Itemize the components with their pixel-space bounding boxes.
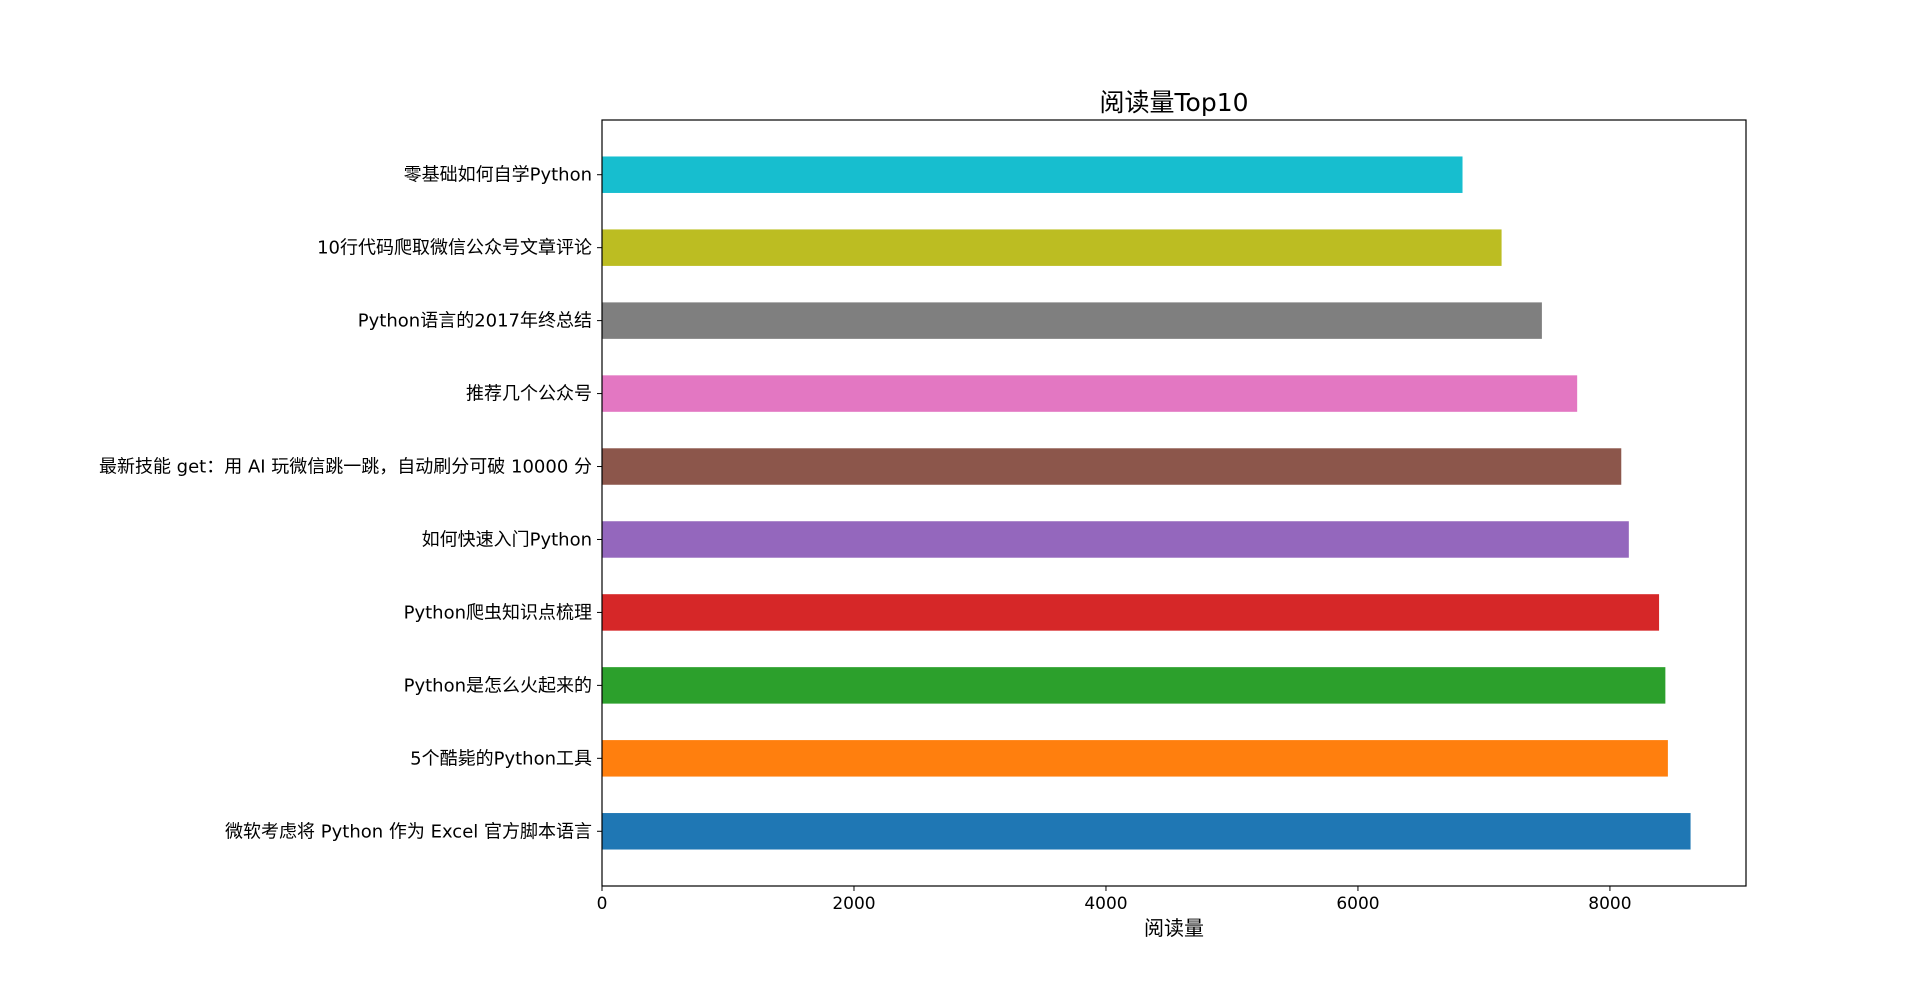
category-label-6: 推荐几个公众号	[466, 384, 592, 405]
x-tick-label-0: 0	[597, 894, 608, 914]
x-axis-ticks: 0 2000 4000 6000 8000	[597, 886, 1632, 914]
chart-title: 阅读量Top10	[1100, 88, 1249, 117]
bars-layer	[602, 156, 1691, 850]
bar-8	[602, 229, 1502, 266]
category-label-8: 10行代码爬取微信公众号文章评论	[317, 238, 592, 259]
bar-7	[602, 302, 1542, 339]
category-label-2: Python是怎么火起来的	[404, 675, 592, 696]
category-label-7: Python语言的2017年终总结	[358, 311, 592, 332]
x-tick-label-3: 6000	[1336, 894, 1379, 914]
bar-6	[602, 375, 1578, 412]
x-tick-label-4: 8000	[1588, 894, 1631, 914]
bar-9	[602, 156, 1463, 193]
category-labels: 微软考虑将 Python 作为 Excel 官方脚本语言 5个酷毙的Python工…	[99, 165, 602, 842]
category-label-4: 如何快速入门Python	[422, 529, 592, 550]
category-label-3: Python爬虫知识点梳理	[404, 602, 592, 623]
x-tick-label-2: 4000	[1084, 894, 1127, 914]
category-label-5: 最新技能 get：用 AI 玩微信跳一跳，自动刷分可破 10000 分	[99, 457, 592, 478]
x-tick-label-1: 2000	[832, 894, 875, 914]
bar-4	[602, 521, 1629, 558]
category-label-9: 零基础如何自学Python	[404, 165, 592, 186]
bar-1	[602, 740, 1668, 777]
x-axis-label: 阅读量	[1144, 916, 1204, 940]
axes-frame	[601, 119, 1747, 887]
bar-0	[602, 813, 1691, 850]
category-label-0: 微软考虑将 Python 作为 Excel 官方脚本语言	[225, 821, 592, 842]
category-label-1: 5个酷毙的Python工具	[410, 748, 592, 769]
bar-2	[602, 667, 1666, 704]
bar-3	[602, 594, 1660, 631]
bar-5	[602, 448, 1622, 485]
